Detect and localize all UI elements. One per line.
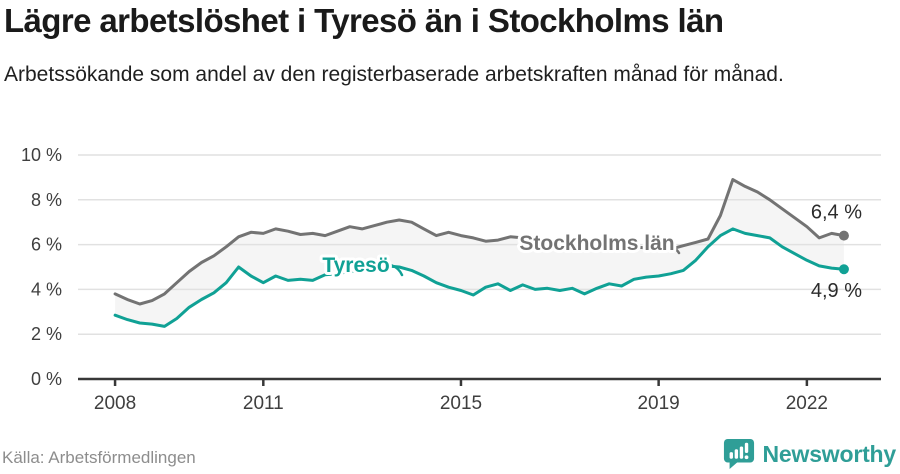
newsworthy-brand-text: Newsworthy [762, 440, 897, 467]
y-axis-label: 0 % [31, 369, 62, 389]
series-line-stockholm [113, 178, 846, 306]
x-axis-label: 2008 [94, 393, 136, 414]
series-label-connector-tyreso [389, 263, 404, 277]
x-axis-label: 2015 [440, 393, 482, 414]
series-line-tyreso [113, 227, 846, 328]
end-dot-tyreso [838, 264, 849, 275]
end-value-label-tyreso: 4,9 % [811, 280, 862, 302]
series-label-stockholm: Stockholms län [519, 232, 674, 255]
chart-title: Lägre arbetslöshet i Tyresö än i Stockho… [4, 2, 724, 39]
chart-subtitle: Arbetssökande som andel av den registerb… [4, 63, 784, 86]
newsworthy-logo[interactable]: Newsworthy [723, 437, 896, 471]
x-axis-label: 2022 [786, 393, 828, 414]
series-label-tyreso: Tyresö [322, 254, 389, 277]
band-fill [115, 179, 844, 327]
y-axis-label: 4 % [31, 279, 62, 299]
logo-exclamation-bar [744, 442, 748, 454]
x-axis-label: 2019 [637, 393, 679, 414]
series-label-connector-stockholm [662, 244, 681, 255]
y-axis-label: 2 % [31, 324, 62, 344]
y-axis-label: 6 % [31, 235, 62, 255]
source-note: Källa: Arbetsförmedlingen [2, 448, 196, 467]
logo-exclamation-dot [744, 455, 748, 460]
y-axis-label: 8 % [31, 190, 62, 210]
end-value-label-stockholm: 6,4 % [811, 202, 862, 224]
newsworthy-logo-icon [723, 438, 754, 470]
line-chart: 0 % 2 % 4 % 6 % 8 % 10 % 2008 2011 2015 2019 2022 S… [21, 145, 881, 414]
logo-bar-medium [734, 449, 738, 459]
logo-bar-small [729, 452, 733, 459]
end-dot-stockholm [838, 230, 849, 241]
logo-bar-tall [739, 446, 743, 459]
speech-bubble-shape [723, 438, 754, 470]
x-axis-label: 2011 [243, 393, 284, 414]
y-axis-label: 10 % [21, 145, 62, 165]
